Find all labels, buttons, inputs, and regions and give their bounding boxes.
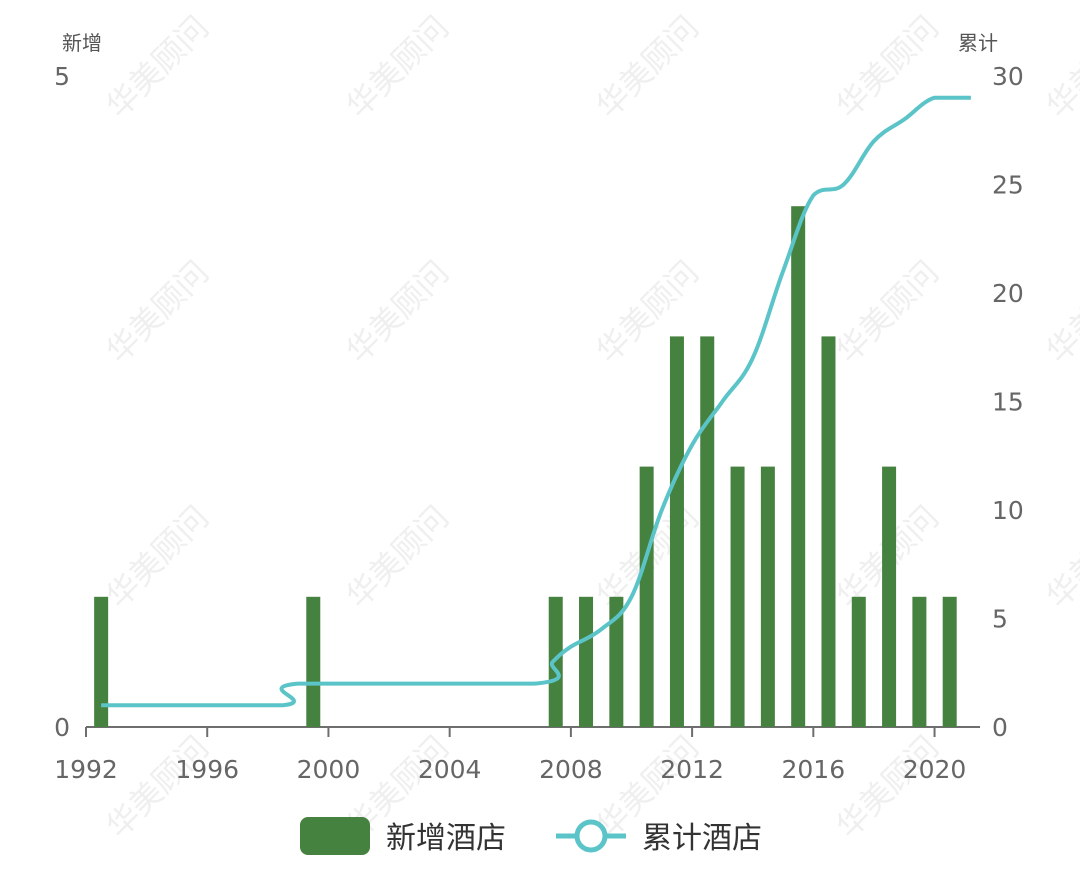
watermark-text: 华美顾问 xyxy=(339,253,456,370)
right-y-tick-label: 0 xyxy=(992,713,1008,742)
x-tick-label: 1996 xyxy=(175,755,239,784)
watermark-text: 华美顾问 xyxy=(589,8,706,125)
bar xyxy=(730,466,745,727)
x-tick-label: 2020 xyxy=(903,755,967,784)
bar xyxy=(912,596,927,727)
x-tick-label: 2000 xyxy=(297,755,361,784)
bar xyxy=(548,596,563,727)
bar xyxy=(700,336,715,727)
watermark-text: 华美顾问 xyxy=(339,498,456,615)
bar xyxy=(760,466,775,727)
left-y-tick-label: 5 xyxy=(54,62,70,91)
x-tick-label: 2012 xyxy=(660,755,724,784)
watermark-text: 华美顾问 xyxy=(99,498,216,615)
watermark-text: 华美顾问 xyxy=(829,253,946,370)
bar xyxy=(821,336,836,727)
watermark-text: 华美顾问 xyxy=(1039,498,1080,615)
legend-line-marker xyxy=(574,819,608,853)
left-axis-name: 新增 xyxy=(62,31,102,55)
watermark-text: 华美顾问 xyxy=(589,253,706,370)
cumulative-line xyxy=(101,95,971,708)
bar xyxy=(306,596,321,727)
axes: 1992 1996 2000 2004 2008 2012 2016 2020 0 5 0 5 10 15… xyxy=(54,62,1024,784)
x-tick-label: 2004 xyxy=(418,755,482,784)
watermark-text: 华美顾问 xyxy=(829,8,946,125)
legend[interactable]: 新增酒店 累计酒店 xyxy=(300,817,762,856)
right-y-tick-label: 15 xyxy=(992,388,1024,417)
bar xyxy=(942,596,957,727)
right-y-tick-label: 25 xyxy=(992,171,1024,200)
legend-bar-swatch xyxy=(300,817,370,855)
right-y-tick-label: 20 xyxy=(992,279,1024,308)
watermark-text: 华美顾问 xyxy=(99,8,216,125)
right-axis-name: 累计 xyxy=(958,31,998,55)
watermark-text: 华美顾问 xyxy=(339,8,456,125)
watermark-text: 华美顾问 xyxy=(829,728,946,845)
bar xyxy=(851,596,866,727)
legend-label-cumulative: 累计酒店 xyxy=(642,821,762,856)
watermark-text: 华美顾问 xyxy=(99,253,216,370)
bar xyxy=(609,596,624,727)
x-tick-label: 2016 xyxy=(782,755,846,784)
bar xyxy=(882,466,897,727)
bar xyxy=(94,596,109,727)
bar xyxy=(579,596,594,727)
x-tick-label: 2008 xyxy=(539,755,603,784)
left-y-tick-label: 0 xyxy=(54,713,70,742)
bar xyxy=(669,336,684,727)
x-tick-label: 1992 xyxy=(54,755,118,784)
watermark-text: 华美顾问 xyxy=(1039,8,1080,125)
bar-series-new-hotels xyxy=(94,206,957,727)
bar xyxy=(639,466,654,727)
right-y-tick-label: 5 xyxy=(992,605,1008,634)
right-y-tick-label: 10 xyxy=(992,496,1024,525)
bar xyxy=(791,206,806,727)
right-y-tick-label: 30 xyxy=(992,62,1024,91)
line-series-cumulative-hotels xyxy=(101,95,971,708)
watermark-text: 华美顾问 xyxy=(1039,253,1080,370)
legend-label-new: 新增酒店 xyxy=(386,821,506,856)
watermark-text: 华美顾问 xyxy=(99,728,216,845)
